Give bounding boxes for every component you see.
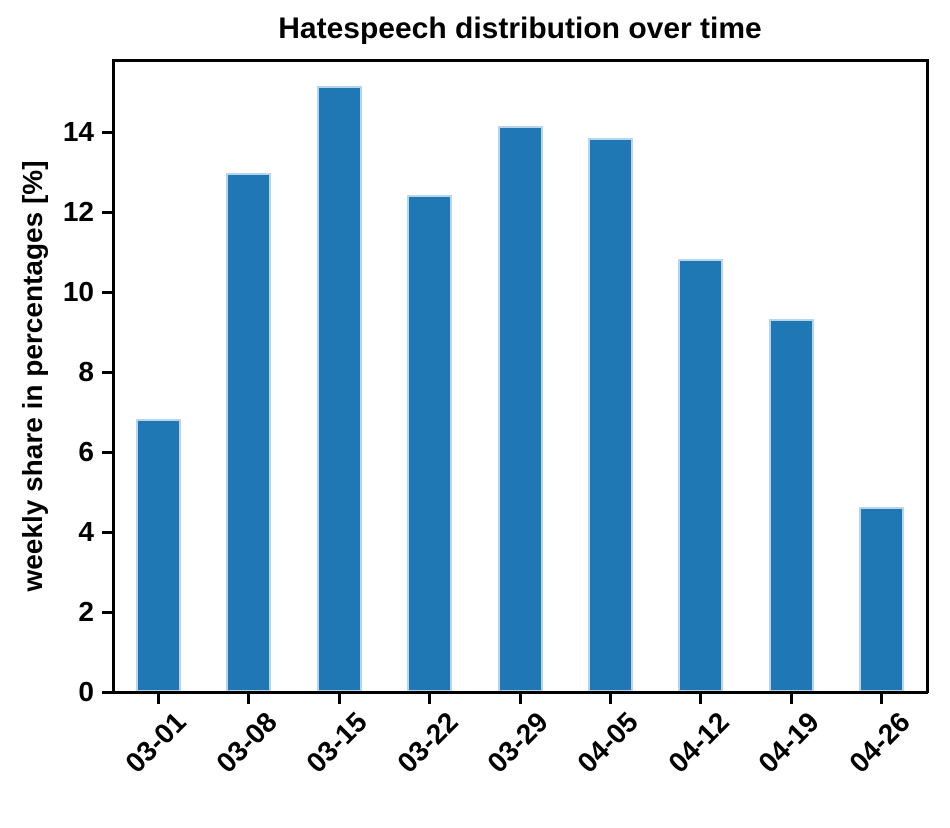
y-tick-mark	[102, 531, 112, 534]
y-tick-mark	[102, 371, 112, 374]
y-axis-line	[112, 59, 115, 693]
x-tick-mark	[790, 694, 793, 704]
bar	[497, 126, 543, 692]
top-spine	[112, 59, 928, 62]
y-tick-label: 4	[78, 516, 94, 547]
bar	[316, 86, 362, 692]
x-tick-mark	[247, 694, 250, 704]
right-spine	[926, 59, 929, 693]
y-tick-label: 12	[62, 196, 94, 227]
y-tick-label: 14	[62, 116, 94, 147]
x-axis-line	[112, 691, 928, 694]
y-tick-mark	[102, 611, 112, 614]
y-tick-mark	[102, 451, 112, 454]
chart-title: Hatespeech distribution over time	[278, 12, 762, 45]
y-tick-label: 0	[78, 676, 94, 707]
x-tick-mark	[338, 694, 341, 704]
x-tick-mark	[157, 694, 160, 704]
bar	[768, 319, 814, 692]
bar-chart-figure: Hatespeech distribution over time weekly…	[17, 12, 929, 779]
x-tick-mark	[609, 694, 612, 704]
bar	[859, 507, 905, 692]
y-tick-label: 10	[62, 276, 94, 307]
y-tick-mark	[102, 211, 112, 214]
y-tick-label: 2	[78, 596, 94, 627]
y-tick-label: 8	[78, 356, 94, 387]
x-tick-mark	[519, 694, 522, 704]
y-tick-mark	[102, 691, 112, 694]
bar	[587, 138, 633, 692]
y-tick-mark	[102, 291, 112, 294]
bar	[135, 419, 181, 692]
x-tick-mark	[428, 694, 431, 704]
bar	[407, 195, 453, 692]
bar	[226, 173, 272, 692]
x-tick-mark	[699, 694, 702, 704]
y-tick-mark	[102, 131, 112, 134]
bar	[678, 259, 724, 692]
y-tick-label: 6	[78, 436, 94, 467]
x-tick-mark	[880, 694, 883, 704]
